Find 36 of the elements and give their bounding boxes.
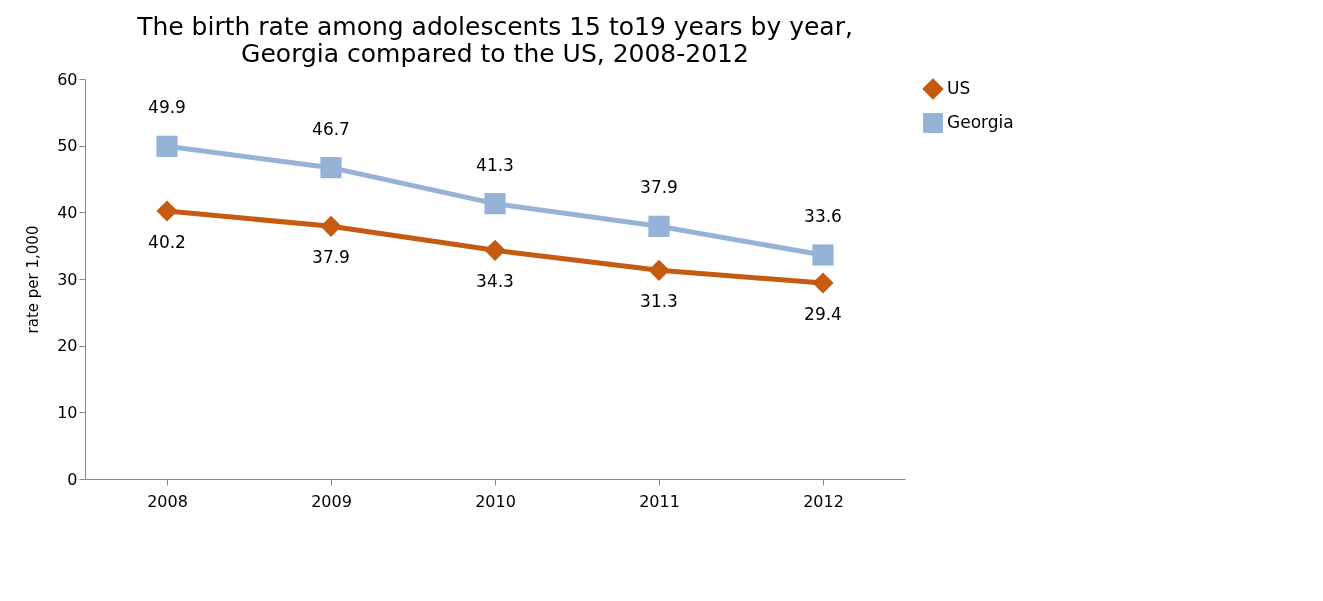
point	[648, 215, 670, 237]
x-tick-label: 2011	[639, 491, 680, 511]
y-tick-label: 30	[57, 269, 78, 289]
x-tick-label: 2010	[475, 491, 516, 511]
y-tick-label: 60	[57, 69, 78, 89]
y-tick-label: 0	[67, 469, 78, 489]
point	[484, 193, 506, 215]
data-label: 37.9	[312, 247, 350, 268]
point	[320, 157, 342, 179]
legend-label: Georgia	[947, 112, 1014, 132]
point	[812, 244, 834, 266]
y-tick-label: 50	[57, 136, 78, 156]
data-label: 40.2	[148, 232, 186, 252]
data-label: 41.3	[476, 154, 514, 175]
x-tick-label: 2009	[311, 491, 352, 511]
y-tick-label: 40	[57, 202, 78, 222]
point	[320, 215, 342, 237]
y-tick-label: 20	[57, 336, 78, 356]
point	[484, 239, 506, 261]
data-label: 37.9	[640, 177, 678, 198]
legend-label: US	[947, 78, 971, 98]
point	[648, 259, 670, 281]
data-label: 33.6	[804, 206, 842, 226]
x-tick-label: 2012	[803, 491, 844, 511]
point	[812, 272, 834, 294]
data-label: 29.4	[804, 304, 842, 324]
y-tick-label: 10	[57, 402, 78, 422]
x-tick-label: 2008	[147, 491, 188, 511]
point	[156, 200, 178, 222]
y-axis-title: rate per 1,000	[24, 225, 43, 334]
data-label: 49.9	[148, 97, 186, 118]
data-label: 31.3	[640, 291, 678, 312]
data-label: 46.7	[312, 118, 350, 139]
data-label: 34.3	[476, 271, 514, 292]
point	[156, 135, 178, 157]
chart-title: The birth rate among adolescents 15 to19 years by year, Georgia compared to the US, 2008-2012	[136, 12, 853, 68]
